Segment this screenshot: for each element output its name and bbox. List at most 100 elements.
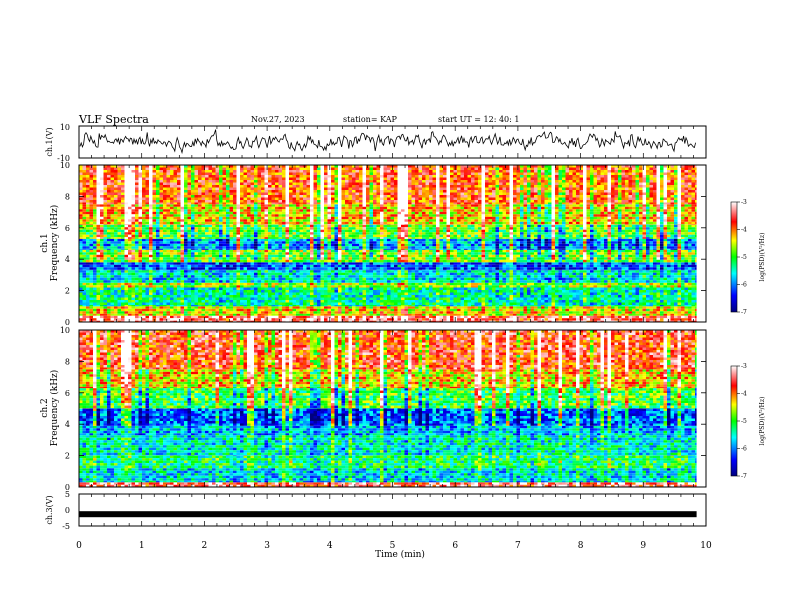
spectrogram-cell [604,275,608,278]
spectrogram-cell [468,270,472,273]
spectrogram-cell [282,293,286,296]
spectrogram-cell [233,293,237,296]
spectrogram-cell [636,262,640,265]
spectrogram-cell [541,314,545,316]
spectrogram-cell [349,309,353,312]
spectrogram-cell [667,283,671,286]
spectrogram-cell [489,267,493,270]
spectrogram-cell [646,305,650,306]
spectrogram-cell [328,280,332,283]
spectrogram-cell [639,278,643,281]
spectrogram-cell [198,295,202,298]
spectrogram-cell [478,273,482,276]
spectrogram-cell [576,300,580,303]
spectrogram-cell [223,295,227,298]
spectrogram-cell [692,293,696,296]
spectrogram-cell [356,316,360,319]
spectrogram-cell [510,311,514,314]
spectrogram-cell [139,303,143,306]
spectrogram-cell [83,293,87,296]
spectrogram-cell [555,316,559,319]
spectrogram-cell [265,303,269,306]
spectrogram-cell [209,270,213,273]
spectrogram-cell [142,250,146,253]
spectrogram-cell [559,285,563,287]
spectrogram-cell [125,262,129,265]
spectrogram-cell [97,314,101,316]
spectrogram-cell [195,306,199,309]
spectrogram-cell [135,288,139,291]
spectrogram-cell [174,305,178,306]
spectrogram-cell [314,285,318,287]
spectrogram-cell [377,316,381,319]
spectrogram-cell [454,285,458,287]
spectrogram-cell [478,285,482,287]
spectrogram-cell [622,285,626,287]
spectrogram-cell [587,265,591,268]
spectrogram-cell [184,262,188,265]
spectrogram-cell [632,306,636,309]
spectrogram-cell [265,305,269,306]
spectrogram-cell [688,265,692,268]
spectrogram-cell [611,250,615,253]
spectrogram-cell [363,270,367,273]
spectrogram-cell [328,288,332,291]
spectrogram-cell [667,288,671,291]
spectrogram-cell [520,275,524,278]
spectrogram-cell [359,290,363,293]
spectrogram-cell [566,316,570,319]
spectrogram-cell [366,306,370,309]
spectrogram-cell [541,270,545,273]
spectrogram-cell [422,303,426,306]
spectrogram-cell [331,311,335,314]
spectrogram-cell [359,278,363,281]
spectrogram-cell [678,273,682,276]
spectrogram-cell [419,298,423,301]
spectrogram-cell [174,265,178,268]
spectrogram-cell [170,290,174,293]
spectrogram-cell [331,265,335,268]
spectrogram-cell [573,306,577,309]
spectrogram-cell [261,309,265,312]
spectrogram-cell [548,285,552,287]
spectrogram-cell [426,306,430,309]
spectrogram-cell [254,303,258,306]
spectrogram-cell [275,314,279,316]
spectrogram-cell [167,262,171,265]
spectrogram-cell [457,303,461,306]
spectrogram-cell [118,293,122,296]
spectrogram-cell [548,280,552,283]
spectrogram-cell [566,290,570,293]
spectrogram-cell [601,285,605,287]
spectrogram-cell [580,303,584,306]
spectrogram-cell [324,298,328,301]
spectrogram-cell [611,285,615,287]
spectrogram-cell [233,262,237,265]
spectrogram-cell [314,306,318,309]
spectrogram-cell [394,293,398,296]
spectrogram-cell [457,309,461,312]
spectrogram-cell [226,285,230,287]
spectrogram-cell [83,288,87,291]
spectrogram-cell [443,311,447,314]
spectrogram-cell [660,273,664,276]
spectrogram-cell [443,273,447,276]
spectrogram-cell [496,309,500,312]
spectrogram-cell [545,273,549,276]
spectrogram-cell [212,290,216,293]
spectrogram-cell [580,305,584,306]
spectrogram-cell [356,278,360,281]
spectrogram-cell [195,283,199,286]
spectrogram-cell [674,283,678,286]
spectrogram-cell [559,295,563,298]
spectrogram-cell [443,270,447,273]
spectrogram-cell [300,285,304,287]
spectrogram-cell [233,306,237,309]
spectrogram-cell [604,305,608,306]
spectrogram-cell [587,300,591,303]
spectrogram-cell [184,295,188,298]
spectrogram-cell [303,278,307,281]
spectrogram-cell [443,295,447,298]
spectrogram-cell [664,267,668,270]
spectrogram-cell [573,311,577,314]
